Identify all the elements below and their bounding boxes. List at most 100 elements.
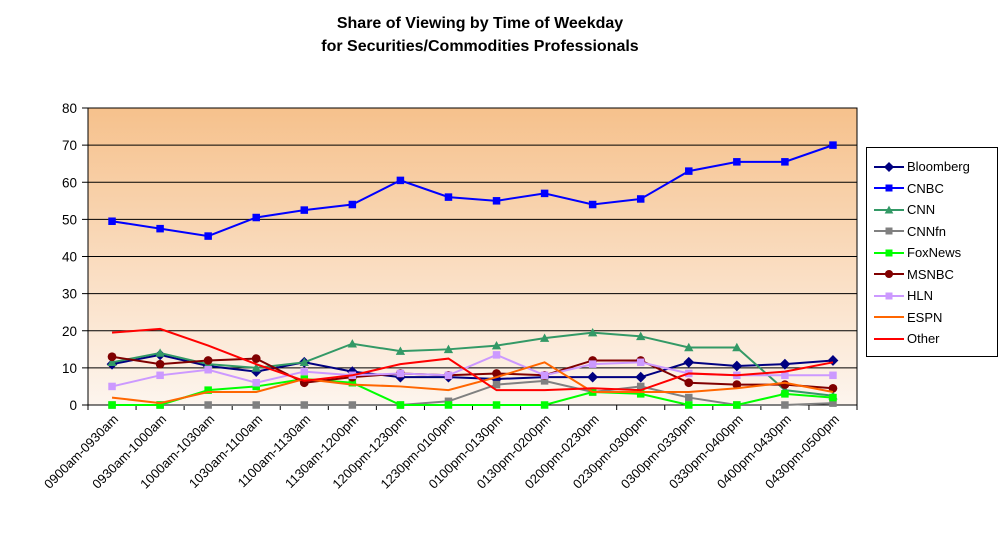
y-axis-label: 50	[62, 212, 77, 227]
data-point-marker	[781, 401, 789, 409]
data-point-marker	[733, 158, 741, 166]
data-point-marker	[204, 365, 212, 374]
series-line-espn	[111, 361, 834, 405]
y-axis-label: 60	[62, 175, 77, 190]
data-point-marker	[885, 292, 893, 300]
data-point-marker	[156, 401, 164, 409]
data-point-marker	[204, 232, 212, 240]
data-point-marker	[636, 331, 646, 341]
data-point-marker	[779, 358, 791, 370]
data-point-marker	[829, 141, 837, 149]
data-point-marker	[883, 161, 895, 172]
legend-label: HLN	[907, 288, 934, 304]
legend-swatch-bloomberg-icon	[874, 161, 904, 172]
data-point-marker	[156, 224, 164, 233]
data-point-marker	[781, 390, 789, 398]
data-point-marker	[492, 197, 501, 205]
data-point-marker	[829, 371, 837, 380]
data-point-marker	[685, 167, 693, 175]
legend-swatch-msnbc-icon	[874, 270, 904, 279]
legend-swatch-cnnfn-icon	[874, 227, 904, 235]
legend-item-cnbc: CNBC	[874, 178, 992, 200]
y-axis-label: 30	[62, 287, 77, 302]
data-point-marker	[492, 380, 501, 389]
legend-item-espn: ESPN	[874, 307, 992, 329]
legend-item-bloomberg: Bloomberg	[874, 156, 992, 178]
data-point-marker	[780, 380, 790, 389]
chart-title: Share of Viewing by Time of Weekday for …	[0, 12, 960, 58]
data-point-marker	[155, 348, 165, 357]
series-line-foxnews	[112, 378, 834, 406]
data-point-marker	[588, 200, 597, 209]
data-point-marker	[252, 378, 260, 387]
chart-title-line1: Share of Viewing by Time of Weekday	[336, 15, 624, 32]
legend-item-foxnews: FoxNews	[874, 242, 992, 264]
data-point-marker	[299, 357, 309, 367]
legend-label: CNN	[907, 202, 936, 218]
data-point-marker	[828, 383, 838, 393]
data-point-marker	[444, 193, 453, 201]
legend-swatch-foxnews-icon	[874, 249, 904, 257]
legend-swatch-cnbc-icon	[874, 184, 904, 192]
data-point-marker	[155, 359, 165, 369]
chart-title-line2: for Securities/Commodities Professionals	[321, 38, 639, 55]
data-point-marker	[685, 393, 693, 402]
data-point-marker	[251, 354, 261, 363]
series-line-bloomberg	[111, 353, 834, 381]
data-point-marker	[829, 399, 837, 407]
data-point-marker	[829, 393, 837, 402]
data-point-marker	[684, 378, 694, 388]
data-point-marker	[587, 371, 599, 383]
data-point-marker	[540, 377, 549, 385]
data-point-marker	[444, 401, 453, 409]
series-line-cnn	[111, 331, 834, 397]
data-point-marker	[300, 206, 309, 214]
legend-swatch-espn-icon	[874, 316, 904, 319]
data-point-marker	[540, 371, 549, 380]
data-point-marker	[635, 371, 647, 383]
data-point-marker	[683, 356, 695, 368]
series-line-cnnfn	[112, 379, 834, 406]
legend-label: CNBC	[907, 180, 944, 196]
series-line-cnbc	[111, 144, 834, 238]
data-point-marker	[781, 158, 789, 166]
legend-label: Bloomberg	[907, 159, 970, 175]
legend-item-other: Other	[874, 328, 992, 350]
data-point-marker	[107, 357, 117, 367]
data-point-marker	[684, 342, 694, 352]
data-point-marker	[781, 371, 789, 380]
legend-item-msnbc: MSNBC	[874, 264, 992, 286]
legend: Bloomberg CNBC CNN CNNfn FoxNews MSNBC HLN ESPN…	[866, 147, 998, 357]
data-point-marker	[251, 363, 261, 372]
data-point-marker	[732, 342, 742, 352]
y-axis-label: 40	[62, 250, 77, 265]
y-axis-label: 70	[62, 138, 77, 153]
legend-item-cnn: CNN	[874, 199, 992, 221]
data-point-marker	[107, 352, 117, 362]
legend-label: FoxNews	[907, 245, 962, 261]
data-point-marker	[588, 360, 597, 368]
data-point-marker	[300, 367, 309, 376]
data-point-marker	[731, 360, 743, 372]
data-point-marker	[396, 176, 405, 185]
data-point-marker	[395, 346, 406, 355]
data-point-marker	[636, 358, 645, 367]
y-axis-label: 0	[69, 398, 77, 413]
data-point-marker	[108, 401, 116, 409]
data-point-marker	[348, 200, 357, 209]
data-point-marker	[884, 270, 894, 279]
data-point-marker	[885, 184, 893, 192]
data-point-marker	[252, 401, 260, 409]
legend-label: MSNBC	[907, 266, 954, 282]
y-axis-label: 20	[62, 324, 77, 339]
data-point-marker	[300, 401, 309, 409]
data-point-marker	[396, 369, 405, 378]
data-point-marker	[636, 195, 645, 203]
legend-label: CNNfn	[907, 223, 947, 239]
data-point-marker	[108, 217, 116, 225]
data-point-marker	[204, 401, 212, 409]
data-point-marker	[443, 344, 454, 354]
data-point-marker	[636, 382, 645, 391]
data-point-marker	[492, 351, 501, 359]
